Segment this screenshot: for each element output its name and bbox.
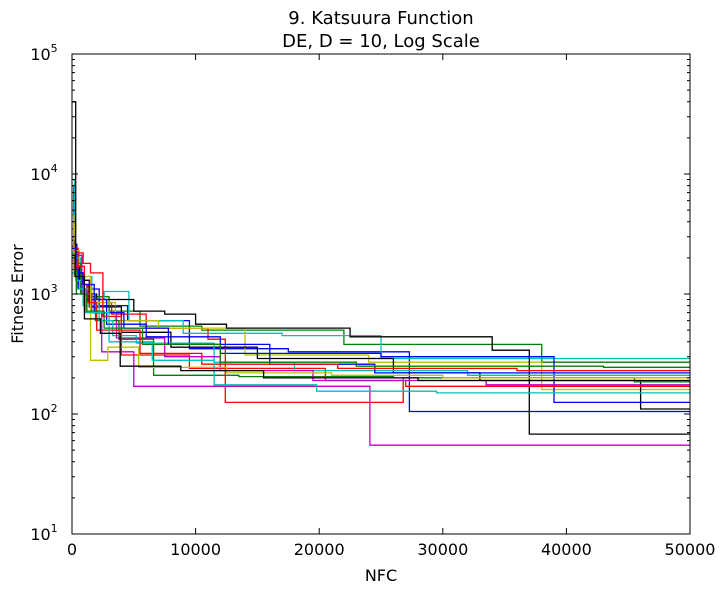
series-line-8: [72, 239, 690, 410]
y-tick-label-3: 104: [30, 162, 57, 184]
x-tick-label-1: 10000: [170, 540, 221, 559]
y-tick-label-4: 105: [30, 42, 57, 64]
x-tick-label-4: 40000: [541, 540, 592, 559]
plot-frame: [71, 53, 691, 535]
series-line-18: [72, 268, 690, 368]
chart-title-line1: 9. Katsuura Function: [288, 8, 473, 29]
series-line-1: [72, 184, 690, 413]
series-line-3: [72, 236, 690, 404]
series-line-19: [72, 254, 690, 382]
x-tick-label-3: 30000: [417, 540, 468, 559]
y-axis-label: Fitness Error: [8, 244, 27, 344]
chart-title-line2: DE, D = 10, Log Scale: [282, 31, 480, 52]
series-layer: [72, 101, 690, 446]
series-line-11: [72, 245, 690, 387]
series-line-9: [72, 236, 690, 404]
series-line-6: [72, 221, 690, 391]
x-axis: 0 10000 20000 30000 40000 50000: [67, 54, 716, 559]
x-tick-label-2: 20000: [294, 540, 345, 559]
y-tick-label-2: 103: [30, 282, 57, 304]
x-tick-label-0: 0: [67, 540, 77, 559]
series-line-17: [72, 272, 690, 394]
y-tick-label-1: 102: [30, 402, 57, 424]
y-axis: 101 102 103 104 105: [30, 42, 690, 544]
x-axis-label: NFC: [365, 566, 397, 585]
series-line-10: [72, 257, 690, 383]
x-tick-label-5: 50000: [665, 540, 716, 559]
y-tick-label-0: 101: [30, 522, 57, 544]
